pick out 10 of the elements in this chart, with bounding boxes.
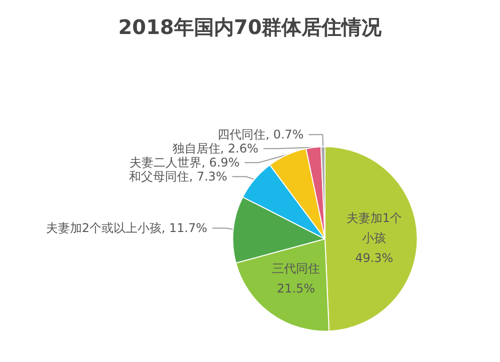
slice-label: 四代同住, 0.7%: [218, 128, 304, 142]
slice-label: 夫妻加1个小孩: [346, 210, 402, 245]
data-label: 21.5%: [276, 282, 316, 296]
slice-label: 夫妻加2个或以上小孩, 11.7%: [46, 221, 208, 236]
slice-label: 独自居住, 2.6%: [172, 142, 258, 156]
chart-title: 2018年国内70群体居住情况: [118, 15, 383, 39]
slice-label: 夫妻二人世界, 6.9%: [130, 156, 240, 170]
data-label: 49.3%: [355, 250, 394, 265]
slice-label: 和父母同住, 7.3%: [129, 170, 228, 184]
slice-label: 三代同住: [272, 262, 320, 276]
